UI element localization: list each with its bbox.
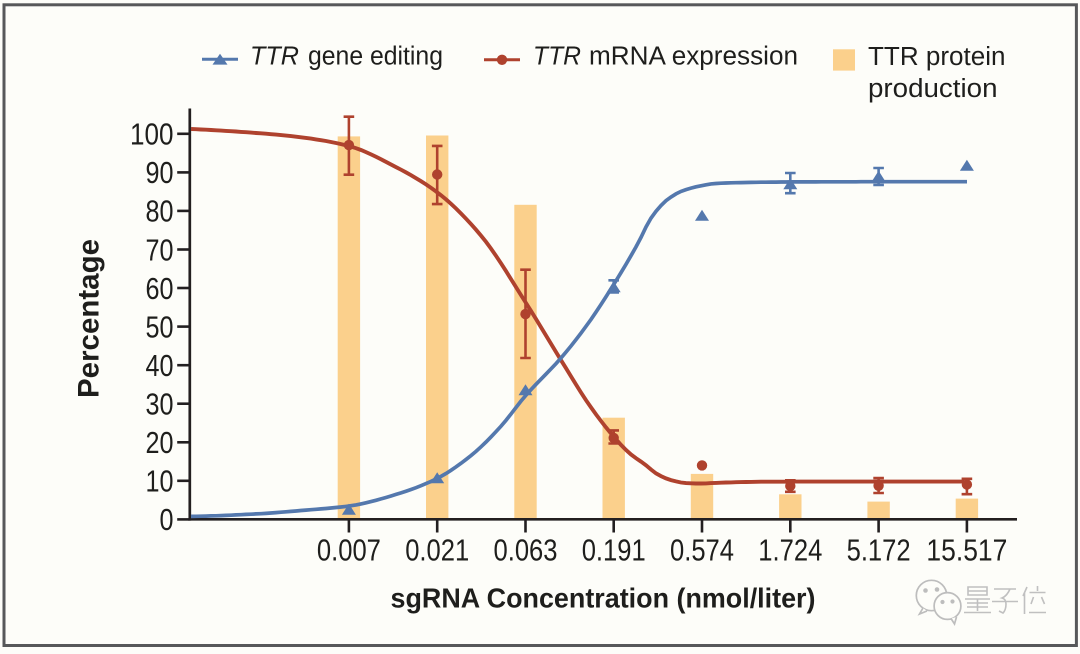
svg-text:mRNA expression: mRNA expression [589,42,798,70]
svg-text:100: 100 [130,117,174,152]
svg-text:5.172: 5.172 [847,532,911,567]
svg-text:Percentage: Percentage [73,239,106,398]
svg-text:30: 30 [146,387,174,422]
svg-text:0.063: 0.063 [494,532,558,567]
svg-text:gene editing: gene editing [308,42,443,70]
svg-text:50: 50 [146,309,174,344]
svg-text:0.191: 0.191 [582,532,646,567]
svg-text:10: 10 [146,464,174,499]
svg-text:90: 90 [146,155,174,190]
svg-text:20: 20 [146,425,174,460]
svg-text:70: 70 [146,232,174,267]
svg-text:0: 0 [160,502,174,537]
svg-text:15.517: 15.517 [926,532,1007,567]
svg-text:80: 80 [146,194,174,229]
svg-text:production: production [868,75,998,103]
svg-text:0.574: 0.574 [670,532,734,567]
svg-text:40: 40 [146,348,174,383]
svg-text:60: 60 [146,271,174,306]
svg-text:TTR: TTR [250,42,299,70]
svg-text:0.021: 0.021 [405,532,469,567]
svg-text:TTR protein: TTR protein [868,43,1006,71]
svg-text:TTR: TTR [533,42,581,70]
svg-text:0.007: 0.007 [317,532,381,567]
svg-text:1.724: 1.724 [758,532,822,567]
svg-text:sgRNA Concentration (nmol/lite: sgRNA Concentration (nmol/liter) [391,583,816,614]
